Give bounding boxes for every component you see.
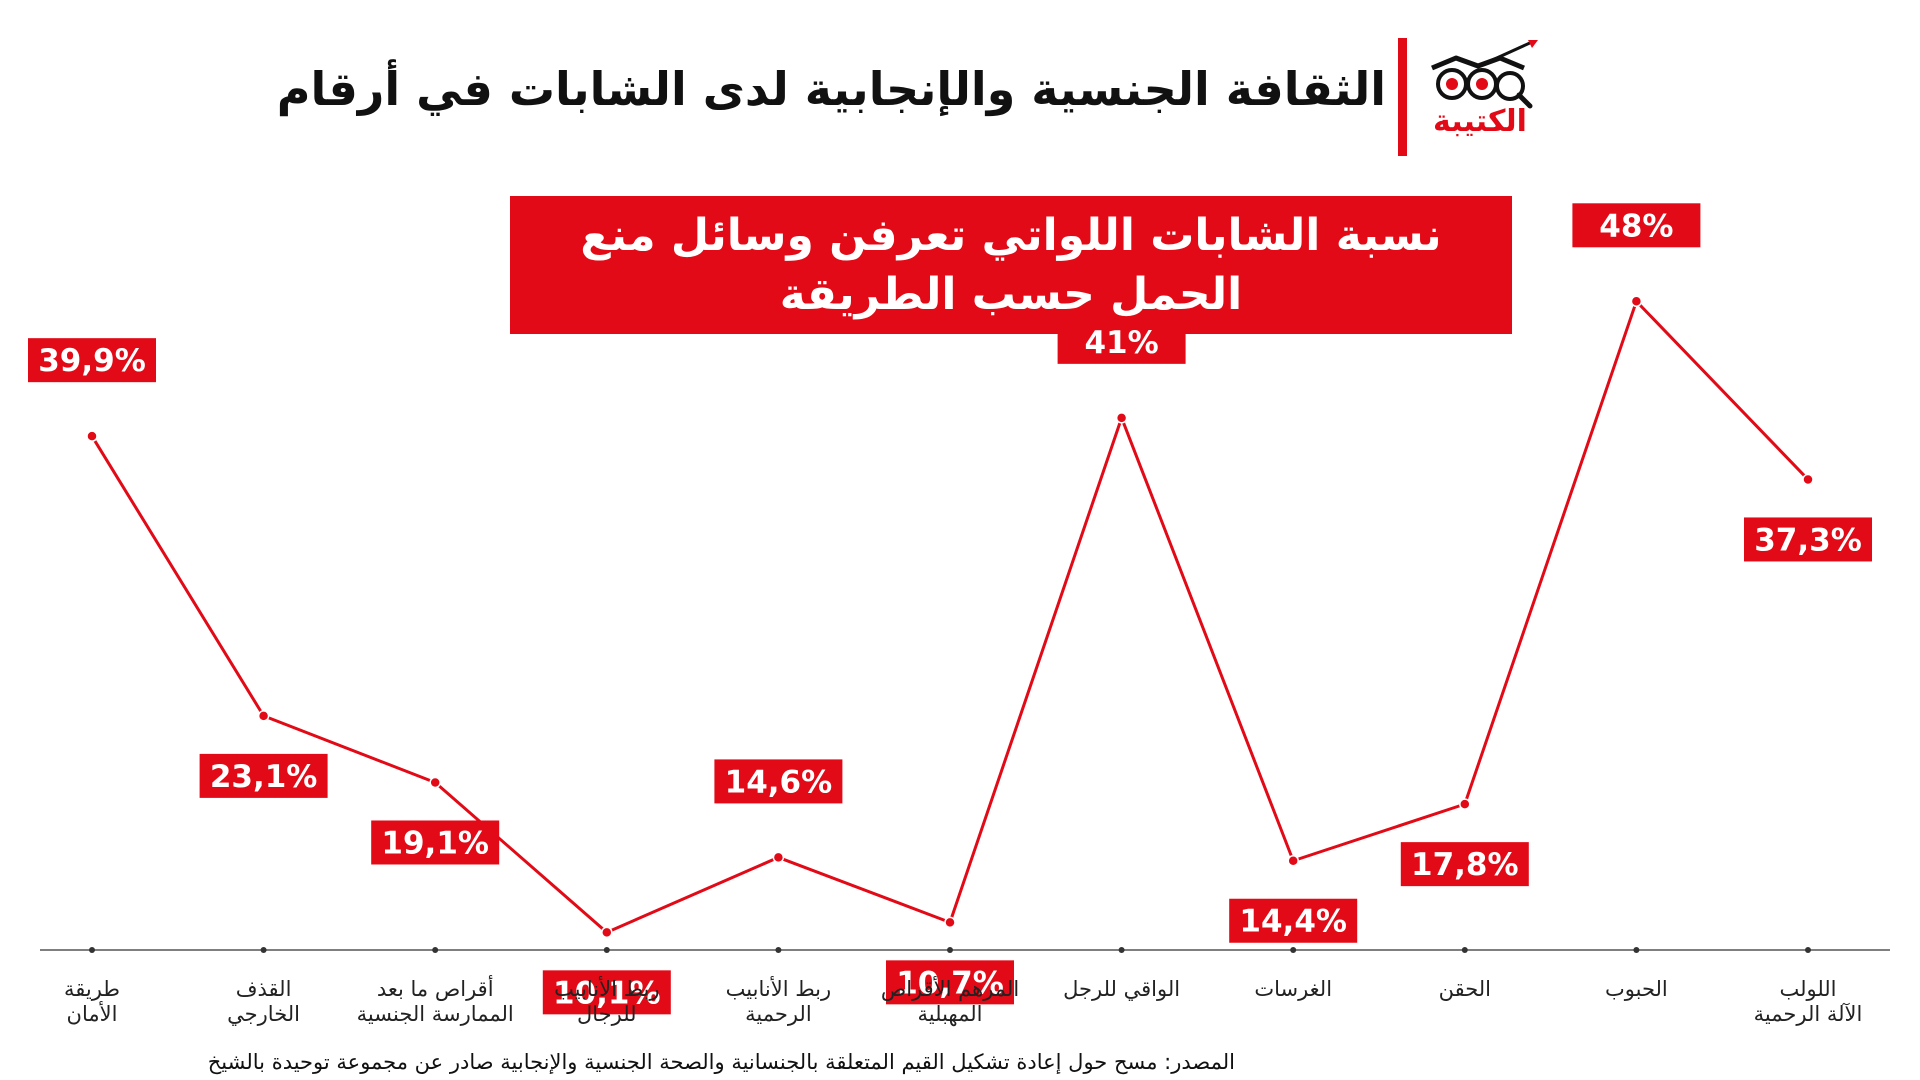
series-line (90, 299, 1810, 934)
data-label-text: 37,3% (1754, 522, 1862, 558)
x-tick-label: القذف الخارجي (227, 977, 300, 1026)
data-label: 48% (1572, 203, 1701, 248)
x-tick-label: الحبوب (1605, 977, 1668, 1001)
logo: الكتيبة (1420, 40, 1540, 150)
data-point (429, 776, 441, 789)
data-point (1115, 412, 1128, 424)
data-label-text: 39,9% (38, 343, 146, 379)
x-tick (1290, 947, 1297, 953)
x-tick-label: المرهم الأقراص المهبلية (881, 976, 1019, 1026)
data-label-box (1229, 898, 1358, 943)
data-point (1287, 854, 1299, 867)
x-tick (432, 947, 439, 953)
x-tick-label: اللولب الآلة الرحمية (1754, 977, 1863, 1026)
data-point (1802, 473, 1814, 486)
x-tick-label: أقراص ما بعد الممارسة الجنسية (357, 975, 514, 1026)
data-label: 19,1% (371, 820, 500, 865)
data-label-box (542, 970, 671, 1015)
x-tick-label: الحقن (1439, 977, 1491, 1001)
data-label-box (1744, 517, 1872, 562)
x-tick-label: الواقي للرجل (1063, 977, 1180, 1001)
data-label-text: 23,1% (210, 759, 318, 795)
data-label-text: 14,6% (725, 764, 833, 800)
x-tick-label: ربط الأنابيب للرجال (554, 976, 659, 1026)
data-point (944, 916, 956, 929)
data-label-text: 19,1% (381, 825, 489, 861)
data-point (86, 430, 98, 442)
data-label-box (714, 759, 843, 804)
data-label-text: 48% (1599, 208, 1673, 244)
data-label: 23,1% (199, 753, 328, 798)
data-label-text: 41% (1084, 325, 1158, 361)
data-label: 37,3% (1744, 517, 1872, 562)
data-label-box (199, 753, 328, 798)
data-point (257, 710, 270, 722)
logo-eyes-icon (1431, 40, 1538, 109)
x-tick-label: ربط الأنابيب الرحمية (726, 976, 831, 1026)
data-point (1459, 798, 1471, 810)
x-tick (1461, 947, 1468, 953)
data-label-box (1400, 842, 1529, 887)
chart-title: نسبة الشابات اللواتي تعرفن وسائل منع الح… (510, 196, 1512, 334)
data-label-box (28, 338, 156, 383)
data-label-box (1057, 319, 1186, 364)
data-label: 10,1% (542, 970, 671, 1015)
source-note: المصدر: مسح حول إعادة تشكيل القيم المتعل… (207, 1050, 1235, 1074)
header-divider (1398, 38, 1407, 156)
data-label: 14,4% (1229, 898, 1358, 943)
x-tick (1633, 947, 1640, 953)
data-label-box (886, 960, 1014, 1005)
data-point (1630, 295, 1643, 308)
x-tick (260, 947, 267, 953)
x-tick (947, 947, 953, 953)
data-label: 14,6% (714, 759, 843, 804)
data-label: 41% (1057, 319, 1186, 364)
data-point (772, 851, 785, 864)
data-label: 10,7% (886, 960, 1014, 1005)
x-tick (89, 947, 95, 953)
header-title: الثقافة الجنسية والإنجابية لدى الشابات ف… (276, 62, 1387, 116)
data-label: 17,8% (1400, 842, 1529, 887)
data-label-text: 17,8% (1411, 847, 1519, 883)
data-point (601, 926, 613, 939)
x-tick-label: الغرسات (1254, 977, 1332, 1001)
x-tick-label: طريقة الأمان (64, 977, 120, 1026)
data-label-box (371, 820, 500, 865)
data-label: 39,9% (28, 338, 156, 383)
data-label-box (1572, 203, 1701, 248)
data-label-text: 14,4% (1239, 904, 1347, 940)
data-label-text: 10,1% (553, 975, 661, 1011)
x-tick (1118, 947, 1125, 953)
data-label-text: 10,7% (896, 965, 1004, 1001)
logo-text: الكتيبة (1433, 104, 1527, 139)
x-tick (603, 947, 610, 953)
x-tick (1805, 947, 1811, 953)
x-tick (775, 947, 782, 953)
